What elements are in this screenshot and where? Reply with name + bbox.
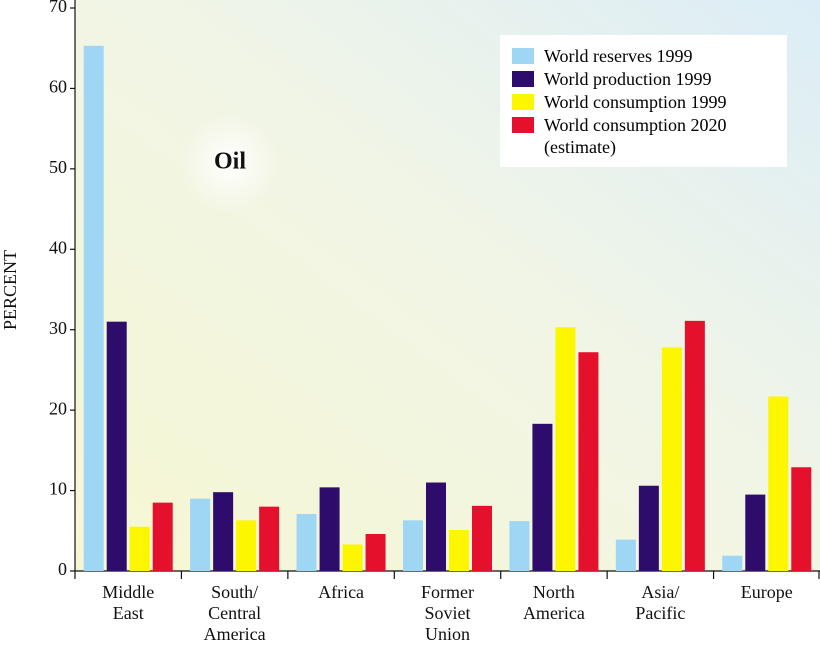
legend-swatch xyxy=(512,71,534,87)
bar xyxy=(472,505,492,571)
legend-label: World production 1999 xyxy=(544,69,712,89)
legend-item: World reserves 1999 xyxy=(512,45,777,67)
glow xyxy=(180,113,280,213)
bar xyxy=(768,396,789,571)
y-tick-label: 0 xyxy=(58,559,67,579)
legend-label: World consumption 1999 xyxy=(544,92,727,112)
x-tick-label: Asia/ Pacific xyxy=(635,582,686,623)
x-tick-label: Former Soviet Union xyxy=(421,582,474,644)
bar xyxy=(296,513,317,571)
legend-label: World reserves 1999 xyxy=(544,46,693,66)
legend: World reserves 1999 World production 1999… xyxy=(500,35,787,167)
y-tick-label: 10 xyxy=(49,479,67,499)
bar xyxy=(236,520,257,571)
legend-swatch xyxy=(512,117,534,133)
legend-swatch xyxy=(512,94,534,110)
bar xyxy=(661,347,682,571)
legend-item: World consumption 1999 xyxy=(512,91,777,113)
bar xyxy=(213,492,234,571)
bar xyxy=(555,327,576,571)
bar xyxy=(791,467,812,571)
legend-label: World consumption 2020 (estimate) xyxy=(544,115,727,157)
y-tick-label: 60 xyxy=(49,77,67,97)
x-tick-label: Middle East xyxy=(102,582,155,623)
bar xyxy=(615,539,636,571)
y-tick-label: 70 xyxy=(49,0,67,16)
legend-item: World production 1999 xyxy=(512,68,777,90)
chart-title: Oil xyxy=(214,149,246,175)
y-tick-label: 20 xyxy=(49,398,67,418)
bar xyxy=(83,45,104,571)
bar xyxy=(259,506,280,571)
bar xyxy=(365,534,386,571)
x-tick-label: South/ Central America xyxy=(203,582,266,644)
bar xyxy=(638,485,659,571)
bar xyxy=(509,521,530,571)
bar xyxy=(426,482,446,571)
bar xyxy=(190,498,211,571)
y-tick-label: 40 xyxy=(49,237,67,257)
bar xyxy=(319,487,340,571)
bar xyxy=(532,423,553,571)
bar xyxy=(129,526,150,571)
y-tick-label: 30 xyxy=(49,318,67,338)
bar xyxy=(342,544,363,571)
x-tick-label: Europe xyxy=(740,582,793,602)
legend-swatch xyxy=(512,48,534,64)
y-axis-label: PERCENT xyxy=(0,250,20,330)
bar xyxy=(106,321,127,571)
bar xyxy=(745,494,766,571)
bar xyxy=(722,555,743,571)
bar xyxy=(578,352,599,571)
x-tick-label: North America xyxy=(522,582,585,623)
bar xyxy=(449,529,469,571)
legend-item: World consumption 2020 (estimate) xyxy=(512,114,777,158)
bar xyxy=(152,502,173,571)
bar xyxy=(684,320,705,571)
y-tick-label: 50 xyxy=(49,157,67,177)
bar xyxy=(403,520,423,571)
x-tick-label: Africa xyxy=(318,582,365,602)
